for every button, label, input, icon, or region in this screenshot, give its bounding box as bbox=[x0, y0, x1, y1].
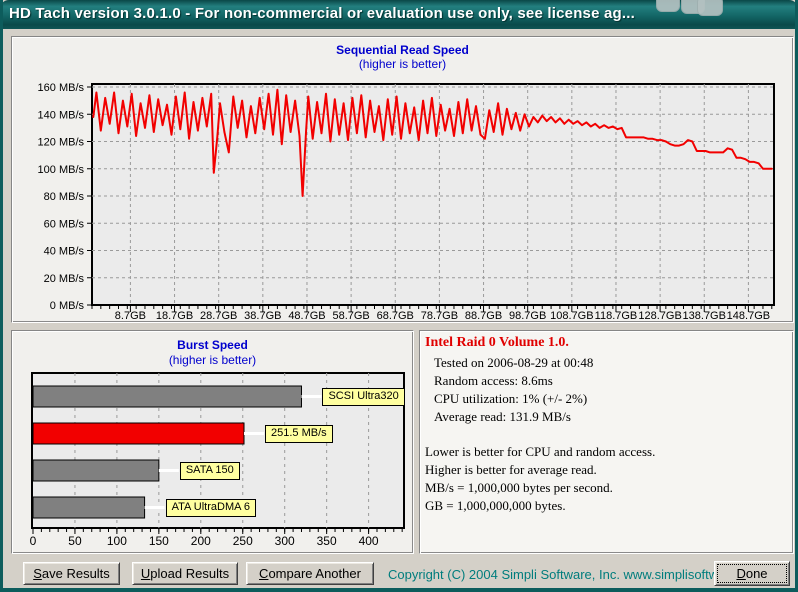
save-results-button[interactable]: Save Results bbox=[23, 562, 120, 585]
svg-text:100: 100 bbox=[107, 534, 127, 548]
svg-text:38.7GB: 38.7GB bbox=[244, 310, 281, 322]
svg-text:80 MB/s: 80 MB/s bbox=[44, 191, 85, 203]
bar-value-label: 251.5 MB/s bbox=[265, 425, 333, 443]
sequential-read-chart: 160 MB/s 140 MB/s 120 MB/s 100 MB/s 80 MB/s 6… bbox=[38, 82, 775, 322]
sequential-chart-title: Sequential Read Speed bbox=[336, 43, 469, 57]
svg-text:128.7GB: 128.7GB bbox=[638, 310, 681, 322]
svg-text:140 MB/s: 140 MB/s bbox=[38, 109, 85, 121]
svg-text:0: 0 bbox=[30, 534, 37, 548]
note-mbs-definition: MB/s = 1,000,000 bytes per second. bbox=[425, 480, 613, 495]
average-read-line: Average read: 131.9 MB/s bbox=[434, 409, 571, 424]
tested-on-line: Tested on 2006-08-29 at 00:48 bbox=[434, 355, 594, 370]
burst-speed-chart: 0 50 100 150 200 250 300 350 400 bbox=[30, 372, 405, 548]
close-button[interactable] bbox=[697, 0, 723, 16]
svg-text:160 MB/s: 160 MB/s bbox=[38, 82, 85, 94]
copyright-text: Copyright (C) 2004 Simpli Software, Inc.… bbox=[388, 567, 766, 582]
window-title: HD Tach version 3.0.1.0 - For non-commer… bbox=[9, 5, 636, 22]
upload-results-button[interactable]: Upload Results bbox=[132, 562, 238, 585]
sequential-read-panel: Sequential Read Speed (higher is better)… bbox=[11, 36, 794, 323]
random-access-line: Random access: 8.6ms bbox=[434, 373, 553, 388]
svg-text:400: 400 bbox=[359, 534, 379, 548]
svg-text:350: 350 bbox=[317, 534, 337, 548]
bar-value-label: SCSI Ultra320 bbox=[322, 388, 405, 406]
svg-text:250: 250 bbox=[233, 534, 253, 548]
svg-text:48.7GB: 48.7GB bbox=[288, 310, 325, 322]
svg-text:88.7GB: 88.7GB bbox=[465, 310, 502, 322]
svg-text:98.7GB: 98.7GB bbox=[509, 310, 546, 322]
svg-text:118.7GB: 118.7GB bbox=[595, 310, 638, 322]
svg-text:40 MB/s: 40 MB/s bbox=[44, 246, 85, 258]
drive-name: Intel Raid 0 Volume 1.0. bbox=[425, 335, 569, 350]
svg-text:50: 50 bbox=[68, 534, 82, 548]
cpu-utilization-line: CPU utilization: 1% (+/- 2%) bbox=[434, 391, 588, 406]
note-gb-definition: GB = 1,000,000,000 bytes. bbox=[425, 498, 566, 513]
svg-text:58.7GB: 58.7GB bbox=[332, 310, 369, 322]
bar-value-label: ATA UltraDMA 6 bbox=[165, 499, 257, 517]
burst-chart-subtitle: (higher is better) bbox=[168, 353, 257, 367]
done-button[interactable]: Done bbox=[714, 561, 790, 586]
svg-text:78.7GB: 78.7GB bbox=[421, 310, 458, 322]
svg-text:18.7GB: 18.7GB bbox=[156, 310, 193, 322]
bar-value-label: SATA 150 bbox=[179, 462, 240, 480]
drive-info-panel: Intel Raid 0 Volume 1.0. Tested on 2006-… bbox=[419, 330, 794, 554]
svg-text:20 MB/s: 20 MB/s bbox=[44, 273, 85, 285]
svg-text:200: 200 bbox=[191, 534, 211, 548]
burst-speed-panel: Burst Speed (higher is better) 0 50 100 150… bbox=[11, 330, 414, 554]
note-lower-better: Lower is better for CPU and random acces… bbox=[425, 444, 656, 459]
svg-text:120 MB/s: 120 MB/s bbox=[38, 137, 85, 149]
title-bar[interactable]: HD Tach version 3.0.1.0 - For non-commer… bbox=[3, 0, 795, 29]
minimize-button[interactable] bbox=[656, 0, 680, 12]
burst-chart-title: Burst Speed bbox=[177, 338, 248, 352]
svg-text:150: 150 bbox=[149, 534, 169, 548]
compare-another-drive-button[interactable]: Compare Another Drive bbox=[246, 562, 374, 588]
svg-text:100 MB/s: 100 MB/s bbox=[38, 164, 85, 176]
note-higher-better: Higher is better for average read. bbox=[425, 462, 597, 477]
svg-text:28.7GB: 28.7GB bbox=[200, 310, 237, 322]
svg-text:8.7GB: 8.7GB bbox=[115, 310, 146, 322]
sequential-chart-subtitle: (higher is better) bbox=[358, 57, 447, 71]
svg-text:60 MB/s: 60 MB/s bbox=[44, 218, 85, 230]
svg-text:148.7GB: 148.7GB bbox=[727, 310, 770, 322]
svg-text:138.7GB: 138.7GB bbox=[683, 310, 726, 322]
done-button-label: Done bbox=[717, 564, 787, 583]
svg-text:108.7GB: 108.7GB bbox=[550, 310, 593, 322]
svg-text:300: 300 bbox=[275, 534, 295, 548]
svg-text:68.7GB: 68.7GB bbox=[377, 310, 414, 322]
svg-text:0 MB/s: 0 MB/s bbox=[50, 300, 85, 312]
